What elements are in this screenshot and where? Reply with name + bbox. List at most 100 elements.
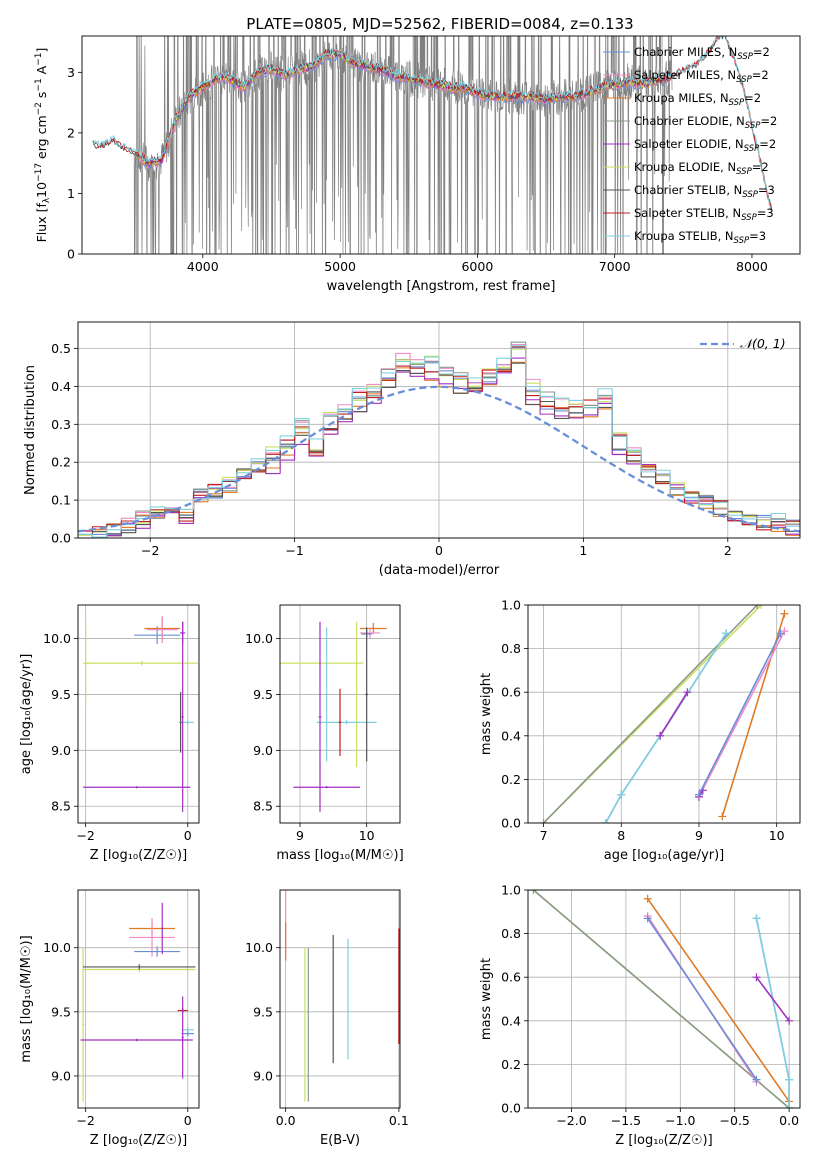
errorbar-point xyxy=(360,627,380,639)
weight-marker xyxy=(785,1016,794,1025)
y-tick-label: 1.0 xyxy=(501,598,521,613)
y-tick-label: 0.6 xyxy=(501,970,521,985)
x-tick-label: 5000 xyxy=(324,259,356,274)
x-tick-label: −1.0 xyxy=(665,1113,695,1128)
x-tick-label: 9 xyxy=(695,828,703,843)
y-axis-label-part: 10 xyxy=(34,182,49,198)
weight-marker xyxy=(752,1075,761,1084)
weight-line xyxy=(647,898,790,1102)
errorbar-point xyxy=(82,947,85,1102)
weight-marker xyxy=(785,1104,794,1108)
x-tick-label: 0.0 xyxy=(779,1113,799,1128)
axes-frame xyxy=(77,889,200,1109)
y-axis-label-part: −1 xyxy=(34,78,44,91)
y-tick-label: 3 xyxy=(67,65,75,80)
y-axis-label-part: −2 xyxy=(34,102,44,115)
x-tick-label: 0.1 xyxy=(389,1113,409,1128)
weight-marker xyxy=(780,609,789,618)
plot-area xyxy=(539,605,789,823)
y-tick-label: 0.0 xyxy=(501,1101,521,1116)
legend-entry: Kroupa STELIB, NSSP=3 xyxy=(634,229,766,246)
errorbar-point xyxy=(80,1038,193,1042)
y-axis-label-part: ] xyxy=(34,48,49,53)
errorbar-point xyxy=(293,786,360,789)
y-tick-label: 0.2 xyxy=(51,455,71,470)
weight-marker xyxy=(601,819,610,823)
plot-area xyxy=(78,341,800,538)
weight-line xyxy=(532,890,790,1108)
errorbar-point xyxy=(181,720,194,725)
y-tick-label: 0.0 xyxy=(501,816,521,831)
x-tick-label: −2 xyxy=(76,828,94,843)
y-axis-label: mass [log₁₀(M/M☉)] xyxy=(19,935,34,1062)
legend-entry: Salpeter STELIB, NSSP=3 xyxy=(634,206,774,223)
y-tick-label: 0.8 xyxy=(501,926,521,941)
legend-entry: 𝒩(0, 1) xyxy=(740,336,786,351)
y-tick-label: 1.0 xyxy=(501,883,521,898)
y-axis-label-part: s xyxy=(34,92,49,103)
y-axis-label-part: Flux [f xyxy=(34,203,49,243)
x-tick-label: −2 xyxy=(141,543,159,558)
weight-marker xyxy=(753,605,762,609)
weight-line xyxy=(698,789,704,798)
errorbar-point xyxy=(181,996,184,1079)
errorbar-point xyxy=(325,627,328,762)
y-axis-label: mass weight xyxy=(479,673,494,755)
weight-marker xyxy=(785,1075,794,1084)
weight-marker xyxy=(643,914,652,923)
weight-marker xyxy=(722,629,731,638)
figure-title: PLATE=0805, MJD=52562, FIBERID=0084, z=0… xyxy=(246,15,633,33)
legend-entry: Salpeter MILES, NSSP=2 xyxy=(634,68,769,85)
y-tick-label: 1 xyxy=(67,186,75,201)
y-tick-label: 0.4 xyxy=(501,728,521,743)
errorbar-point xyxy=(179,692,182,753)
x-tick-label: −2.0 xyxy=(556,1113,586,1128)
weight-marker xyxy=(752,973,761,982)
y-tick-label: 0.4 xyxy=(501,1013,521,1028)
panel-weight_vs_z: −2.0 −1.5 −1.0 −0.5 0.0 0.0 0.2 0.4 0.6 0.8 1.0 Z [… xyxy=(479,883,801,1148)
y-axis-label: mass weight xyxy=(479,958,494,1040)
panel-residuals: −2 −1 0 1 2 0.0 0.1 0.2 0.3 0.4 0.5 (data-model)/er… xyxy=(23,321,801,578)
weight-marker xyxy=(776,629,785,638)
x-tick-label: 9 xyxy=(296,828,304,843)
panel-age_vs_mass: 9 10 8.5 9.0 9.5 10.0 mass [log₁₀(M/M☉)] xyxy=(245,604,404,863)
y-tick-label: 0.2 xyxy=(501,772,521,787)
panel-spectrum: 4000 5000 6000 7000 8000 0 1 2 3 wavelength [Angs… xyxy=(34,35,801,294)
legend-entry: Chabrier MILES, NSSP=2 xyxy=(634,45,770,62)
legend-entry: Chabrier STELIB, NSSP=3 xyxy=(634,183,775,200)
plot-area xyxy=(280,621,387,812)
panel-age_vs_z: −2 0 8.5 9.0 9.5 10.0 Z [log₁₀(Z/Z☉)] age [log₁… xyxy=(19,604,200,863)
x-tick-label: 4000 xyxy=(187,259,219,274)
weight-marker xyxy=(752,914,761,923)
axes-frame xyxy=(81,35,801,255)
y-tick-label: 0.5 xyxy=(51,341,71,356)
plot-area xyxy=(83,616,198,812)
weight-line xyxy=(659,691,688,737)
x-axis-label: Z [log₁₀(Z/Z☉)] xyxy=(90,848,187,863)
legend: 𝒩(0, 1) xyxy=(700,336,786,351)
x-axis-label: (data-model)/error xyxy=(379,563,500,578)
plot-area xyxy=(80,902,196,1102)
panel-mass_vs_z: −2 0 9.0 9.5 10.0 Z [log₁₀(Z/Z☉)] mass [log₁₀(… xyxy=(19,889,200,1148)
weight-marker xyxy=(694,790,703,799)
weight-marker xyxy=(718,812,727,821)
errorbar-point xyxy=(181,1031,194,1037)
errorbar-point xyxy=(85,660,198,666)
y-axis-label: age [log₁₀(age/yr)] xyxy=(19,654,34,775)
x-tick-label: 10 xyxy=(769,828,785,843)
x-tick-label: 7 xyxy=(540,828,548,843)
x-tick-label: −2 xyxy=(76,1113,94,1128)
x-axis-label: wavelength [Angstrom, rest frame] xyxy=(327,279,556,294)
gridlines xyxy=(78,890,199,1108)
legend-entry: Salpeter ELODIE, NSSP=2 xyxy=(634,137,776,154)
plot-area xyxy=(285,890,400,1102)
y-axis-label-part: −17 xyxy=(34,163,44,182)
y-tick-label: 10.0 xyxy=(43,940,71,955)
y-tick-label: 10.0 xyxy=(245,631,273,646)
x-axis-label: E(B-V) xyxy=(320,1133,360,1148)
x-tick-label: 6000 xyxy=(461,259,493,274)
weight-marker xyxy=(656,731,665,740)
x-axis-label: Z [log₁₀(Z/Z☉)] xyxy=(615,1133,712,1148)
weight-marker xyxy=(757,605,766,609)
